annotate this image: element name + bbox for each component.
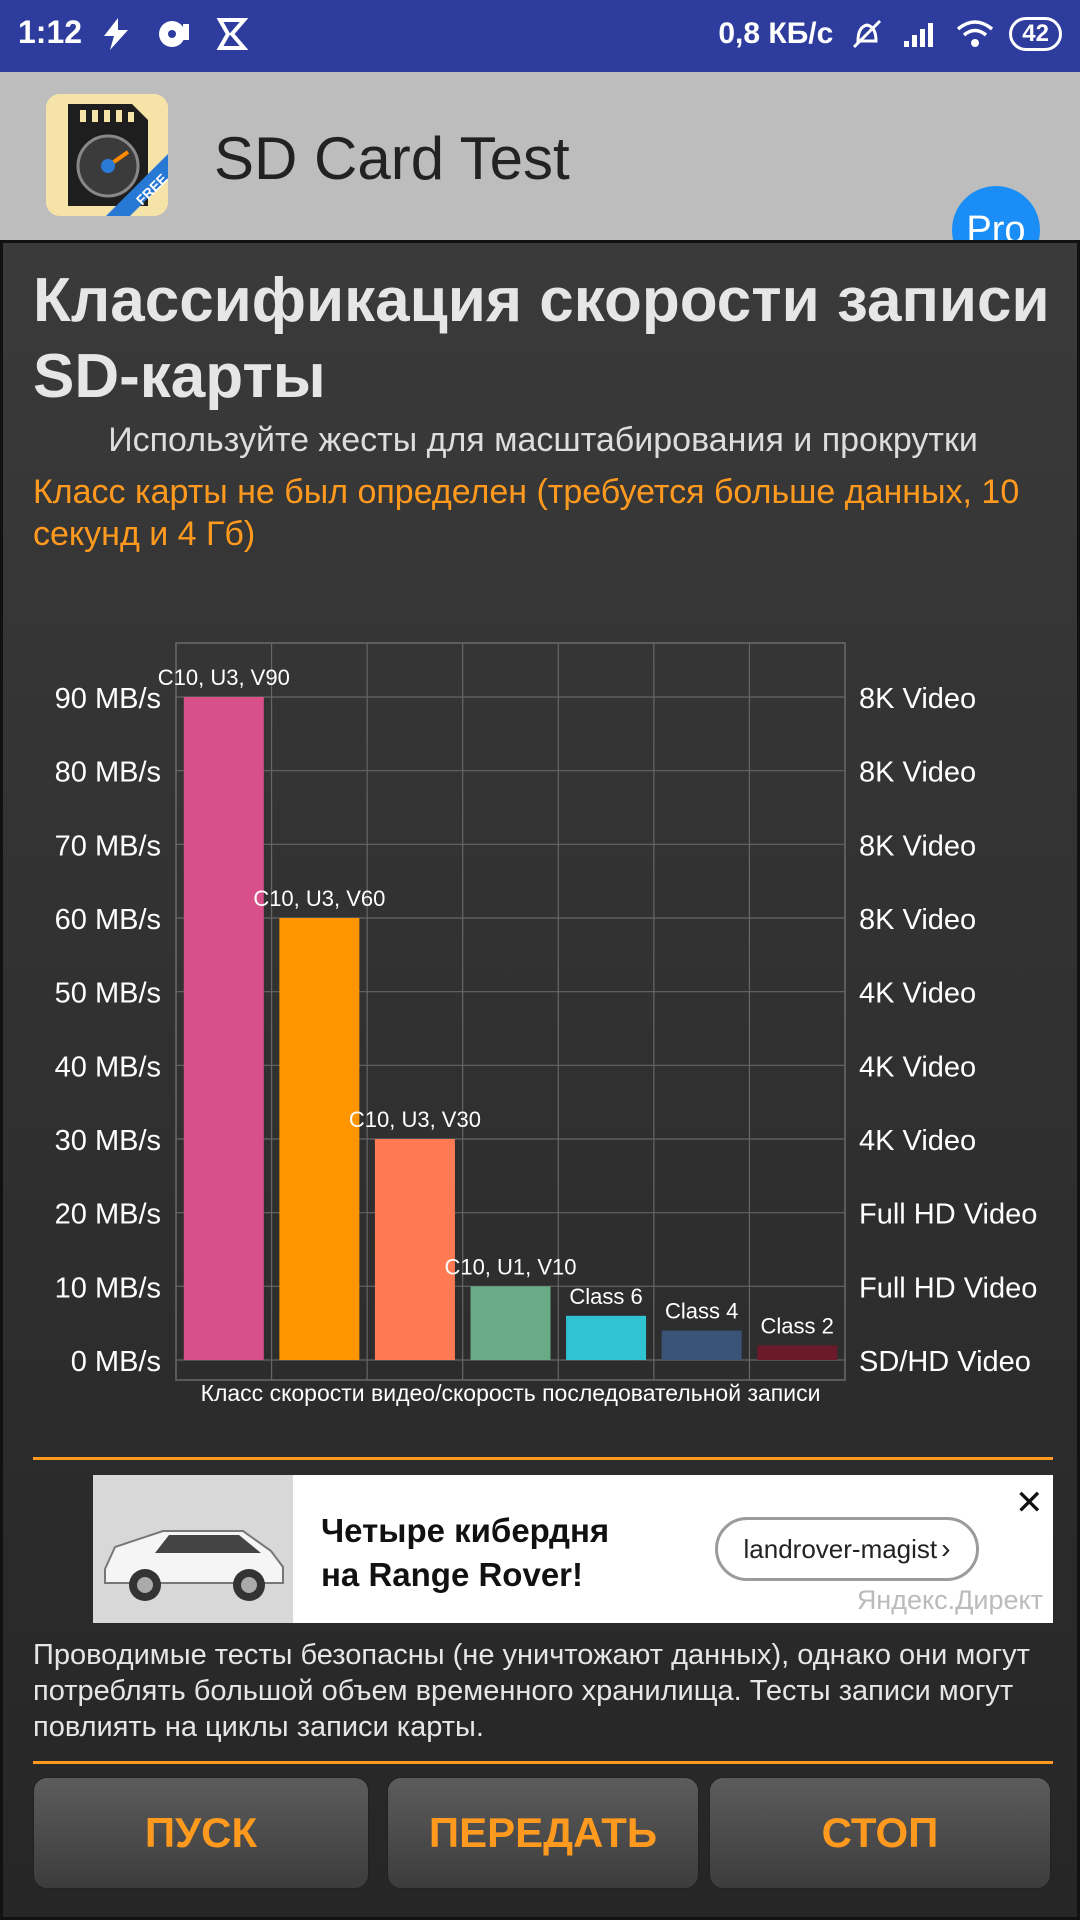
ad-link-label: landrover-magist (743, 1533, 938, 1564)
right-tick-label: 4K Video (859, 1125, 976, 1157)
bar-data-label: C10, U3, V30 (349, 1107, 481, 1132)
battery-indicator: 42 (1009, 17, 1062, 51)
chart-bar (374, 1139, 455, 1360)
check-app-icon (212, 14, 252, 54)
status-time: 1:12 (18, 14, 83, 50)
bar-data-label: Class 6 (569, 1284, 642, 1309)
x-axis-label: Класс скорости видео/скорость последоват… (201, 1380, 821, 1406)
chart-bar (757, 1345, 838, 1360)
app-title: SD Card Test (214, 125, 570, 192)
ad-source: Яндекс.Директ (856, 1585, 1043, 1615)
net-speed: 0,8 КБ/с (718, 17, 834, 50)
y-tick-label: 0 MB/s (71, 1346, 161, 1378)
ad-banner[interactable]: Четыре кибердня на Range Rover! landrove… (93, 1475, 1053, 1623)
bar-data-label: C10, U1, V10 (444, 1254, 576, 1279)
alarm-off-icon (847, 14, 887, 54)
chart-plot-border (175, 642, 846, 1381)
stop-button[interactable]: СТОП (709, 1777, 1051, 1889)
y-tick-label: 40 MB/s (55, 1051, 161, 1083)
signal-icon (901, 14, 941, 54)
chevron-right-icon: › (941, 1533, 951, 1564)
chart-bar (470, 1286, 551, 1360)
app-logo: FREE (46, 94, 168, 216)
disc-icon (154, 14, 194, 54)
y-tick-label: 80 MB/s (55, 757, 161, 789)
right-tick-label: 8K Video (859, 683, 976, 715)
speed-class-chart[interactable]: 0 MB/s SD/HD Video 10 MB/s Full HD Video 20 … (3, 583, 1080, 1463)
chart-bar (566, 1315, 647, 1360)
bar-data-label: Class 2 (761, 1313, 834, 1338)
right-tick-label: Full HD Video (859, 1199, 1037, 1231)
y-tick-label: 30 MB/s (55, 1125, 161, 1157)
bolt-icon (96, 14, 136, 54)
bar-data-label: Class 4 (665, 1299, 738, 1324)
divider-bottom (33, 1761, 1053, 1764)
right-tick-label: 4K Video (859, 978, 976, 1010)
close-icon[interactable]: ✕ (1015, 1484, 1044, 1522)
right-tick-label: 4K Video (859, 1051, 976, 1083)
y-tick-label: 90 MB/s (55, 683, 161, 715)
status-right: 0,8 КБ/с 42 (718, 14, 1062, 54)
zoom-hint: Используйте жесты для масштабирования и … (108, 421, 978, 459)
send-button[interactable]: ПЕРЕДАТЬ (387, 1777, 699, 1889)
page-title: Классификация скорости записи SD-карты (33, 266, 1050, 411)
start-button[interactable]: ПУСК (33, 1777, 369, 1889)
y-tick-label: 60 MB/s (55, 904, 161, 936)
main-panel: Классификация скорости записи SD-карты И… (0, 240, 1080, 1920)
safety-disclaimer: Проводимые тесты безопасны (не уничтожаю… (33, 1639, 1030, 1743)
ad-link-button[interactable]: landrover-magist › (715, 1517, 979, 1581)
right-tick-label: SD/HD Video (859, 1346, 1031, 1378)
y-tick-label: 20 MB/s (55, 1199, 161, 1231)
right-tick-label: 8K Video (859, 904, 976, 936)
right-tick-label: 8K Video (859, 830, 976, 862)
chart-bar (279, 918, 360, 1360)
class-warning: Класс карты не был определен (требуется … (33, 473, 1020, 553)
y-tick-label: 50 MB/s (55, 978, 161, 1010)
bar-data-label: C10, U3, V60 (253, 886, 385, 911)
app-bar: FREE SD Card Test Pro (0, 72, 1080, 274)
y-tick-label: 70 MB/s (55, 830, 161, 862)
bar-data-label: C10, U3, V90 (158, 665, 290, 690)
chart-bar (183, 697, 264, 1360)
chart-svg: 0 MB/s SD/HD Video 10 MB/s Full HD Video 20 … (55, 642, 1037, 1406)
right-tick-label: 8K Video (859, 757, 976, 789)
y-tick-label: 10 MB/s (55, 1272, 161, 1304)
ad-title[interactable]: Четыре кибердня на Range Rover! (321, 1512, 610, 1593)
right-tick-label: Full HD Video (859, 1272, 1037, 1304)
notification-icons (96, 14, 252, 54)
wifi-icon (955, 14, 995, 54)
status-bar: 1:12 0,8 КБ/с 42 (0, 0, 1080, 72)
chart-bar (661, 1330, 742, 1360)
ad-car-image (93, 1475, 293, 1623)
divider-top (33, 1457, 1053, 1460)
